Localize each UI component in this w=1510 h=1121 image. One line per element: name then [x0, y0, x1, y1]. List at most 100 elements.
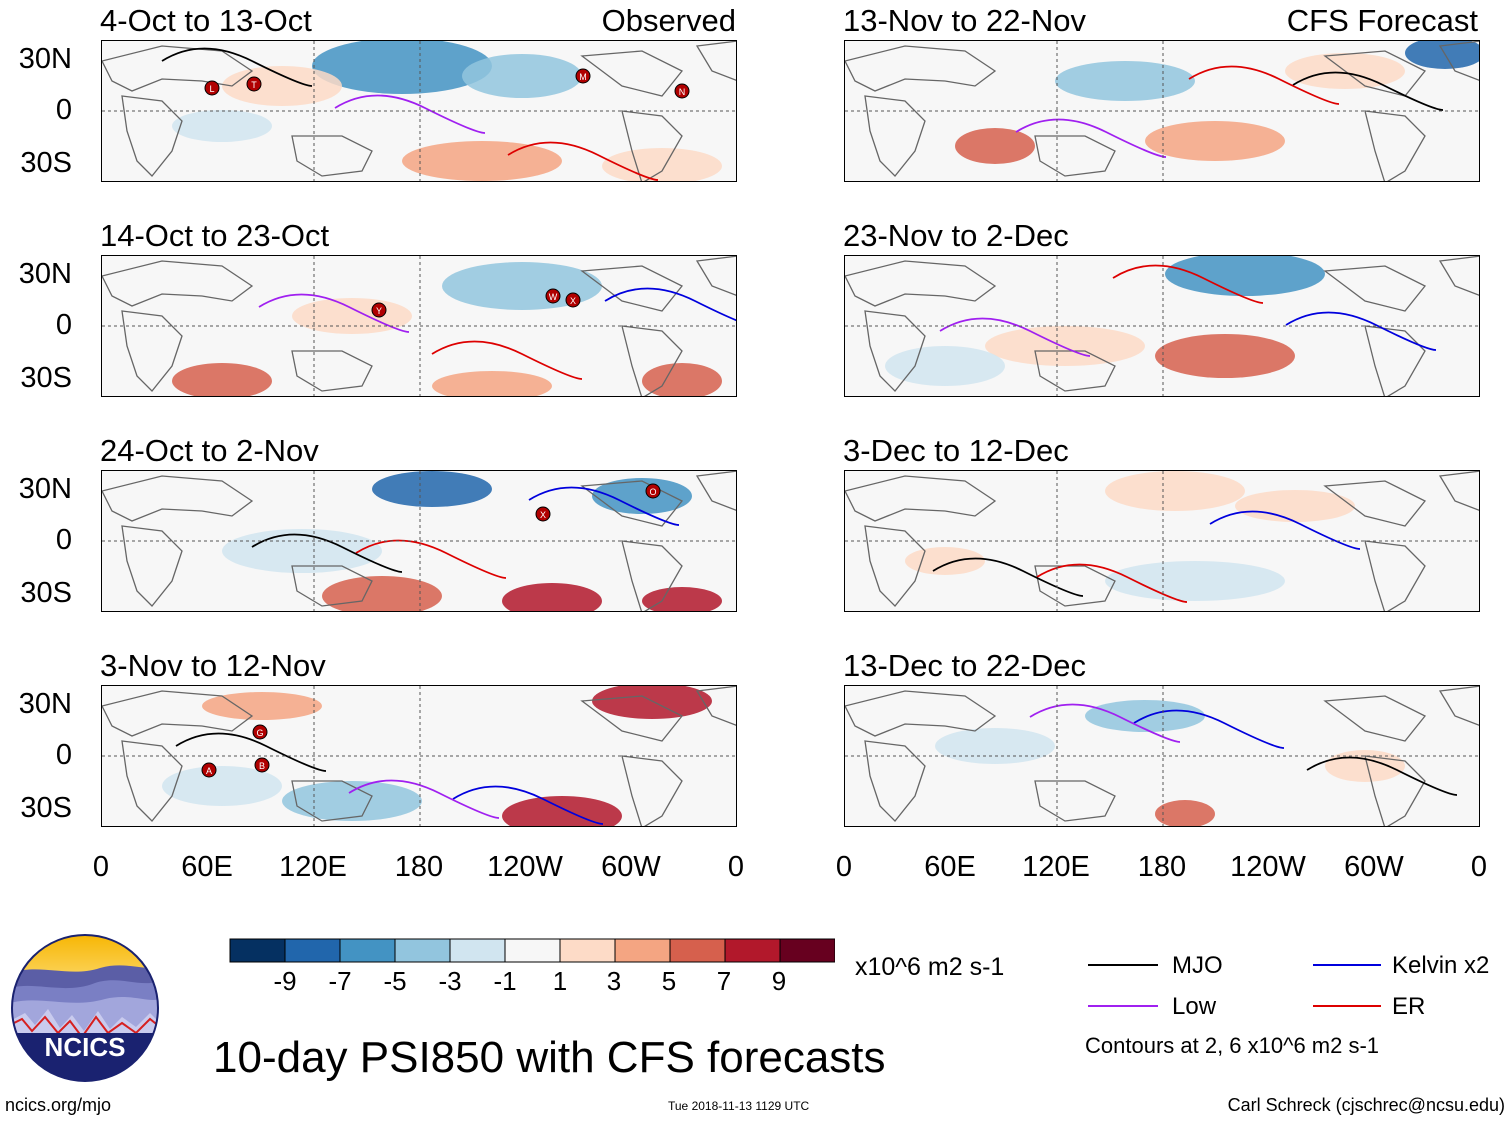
lon-label: 120W: [1230, 851, 1306, 883]
cyclone-label: Y: [376, 306, 382, 316]
legend-line-low: [1088, 1005, 1158, 1007]
ncics-logo: NCICS: [11, 934, 159, 1082]
cyclone-label: O: [649, 487, 656, 497]
lon-label: 60W: [601, 851, 661, 883]
cyclone-marker: N: [674, 83, 690, 99]
panel-title-forecast-4: 13-Dec to 22-Dec: [843, 648, 1086, 683]
cyclone-marker: W: [545, 288, 561, 304]
lon-label: 0: [1470, 851, 1488, 883]
cyclone-label: X: [540, 510, 546, 520]
lon-label: 0: [727, 851, 745, 883]
logo-text: NCICS: [45, 1032, 126, 1062]
lat-label-30s: 30S: [20, 792, 72, 824]
colorbar-tick-label: -5: [383, 966, 407, 996]
colorbar-swatch: [339, 938, 396, 963]
cyclone-marker: T: [246, 76, 262, 92]
panel-title-forecast-3: 3-Dec to 12-Dec: [843, 433, 1069, 468]
lon-label: 180: [394, 851, 444, 883]
colorbar-swatch: [284, 938, 341, 963]
colorbar-tick-label: -7: [328, 966, 352, 996]
panel-title-forecast-1: 13-Nov to 22-Nov: [843, 3, 1086, 38]
lon-label: 120W: [487, 851, 563, 883]
lon-label: 180: [1137, 851, 1187, 883]
cyclone-marker: A: [201, 762, 217, 778]
observed-tag: Observed: [601, 3, 736, 38]
cyclone-marker: L: [204, 80, 220, 96]
panel-title-observed-2: 14-Oct to 23-Oct: [100, 218, 330, 253]
lat-label-30s: 30S: [20, 577, 72, 609]
legend-line-mjo: [1088, 964, 1158, 966]
map-panel-forecast-4: [844, 685, 1480, 827]
map-panel-observed-1: [101, 40, 737, 182]
lon-label: 120E: [279, 851, 347, 883]
colorbar: [229, 938, 835, 963]
map-panel-observed-3: [101, 470, 737, 612]
cyclone-label: W: [549, 292, 558, 302]
colorbar-tick-label: -9: [273, 966, 297, 996]
legend-line-kelvin: [1313, 964, 1381, 966]
map-panel-observed-2: [101, 255, 737, 397]
cyclone-label: L: [209, 84, 214, 94]
legend-label-mjo: MJO: [1172, 952, 1223, 979]
panel-title-observed-1: 4-Oct to 13-Oct: [100, 3, 312, 38]
cyclone-label: B: [259, 761, 265, 771]
lat-label-0: 0: [55, 309, 72, 341]
lat-label-0: 0: [55, 739, 72, 771]
footer-url[interactable]: ncics.org/mjo: [5, 1095, 112, 1115]
colorbar-tick-label: 1: [552, 966, 568, 996]
colorbar-tick-label: 9: [771, 966, 787, 996]
colorbar-swatch: [779, 938, 835, 963]
cyclone-label: M: [579, 72, 587, 82]
panel-title-observed-3: 24-Oct to 2-Nov: [100, 433, 319, 468]
lon-label: 120E: [1022, 851, 1090, 883]
legend-label-low: Low: [1172, 993, 1217, 1020]
lat-label-30s: 30S: [20, 362, 72, 394]
map-panel-observed-4: [101, 685, 737, 827]
colorbar-swatch: [449, 938, 506, 963]
panel-title-observed-4: 3-Nov to 12-Nov: [100, 648, 326, 683]
cyclone-label: T: [251, 80, 257, 90]
colorbar-swatch: [724, 938, 781, 963]
lat-label-0: 0: [55, 524, 72, 556]
lon-label: 60E: [181, 851, 233, 883]
colorbar-swatch: [229, 938, 286, 963]
colorbar-tick-label: -3: [438, 966, 462, 996]
cyclone-label: A: [206, 766, 212, 776]
cyclone-label: X: [570, 296, 576, 306]
cyclone-label: G: [256, 728, 263, 738]
colorbar-tick-label: 7: [716, 966, 732, 996]
colorbar-swatch: [669, 938, 726, 963]
cyclone-marker: G: [252, 724, 268, 740]
legend-label-er: ER: [1392, 993, 1426, 1020]
footer-timestamp: Tue 2018-11-13 1129 UTC: [668, 1099, 810, 1113]
cyclone-label: N: [679, 87, 686, 97]
colorbar-swatch: [504, 938, 561, 963]
panel-title-forecast-2: 23-Nov to 2-Dec: [843, 218, 1069, 253]
cyclone-marker: B: [254, 757, 270, 773]
lat-label-30n: 30N: [18, 258, 72, 290]
lat-label-30s: 30S: [20, 147, 72, 179]
colorbar-swatch: [559, 938, 616, 963]
lat-label-0: 0: [55, 94, 72, 126]
footer-author: Carl Schreck (cjschrec@ncsu.edu): [1227, 1095, 1505, 1115]
cyclone-marker: M: [575, 68, 591, 84]
main-title: 10-day PSI850 with CFS forecasts: [213, 1033, 886, 1082]
cyclone-marker: O: [645, 483, 661, 499]
cyclone-marker: X: [565, 292, 581, 308]
lat-label-30n: 30N: [18, 43, 72, 75]
colorbar-tick-label: 5: [661, 966, 677, 996]
lat-label-30n: 30N: [18, 688, 72, 720]
cyclone-marker: X: [535, 506, 551, 522]
colorbar-tick-label: -1: [493, 966, 517, 996]
map-panel-forecast-3: [844, 470, 1480, 612]
colorbar-swatch: [394, 938, 451, 963]
map-panel-forecast-2: [844, 255, 1480, 397]
colorbar-swatch: [614, 938, 671, 963]
colorbar-tick-label: 3: [606, 966, 622, 996]
map-panel-forecast-1: [844, 40, 1480, 182]
legend-line-er: [1313, 1005, 1381, 1007]
colorbar-units: x10^6 m2 s-1: [855, 953, 1005, 981]
cyclone-marker: Y: [371, 302, 387, 318]
legend-note: Contours at 2, 6 x10^6 m2 s-1: [1085, 1033, 1380, 1058]
lon-label: 0: [835, 851, 853, 883]
